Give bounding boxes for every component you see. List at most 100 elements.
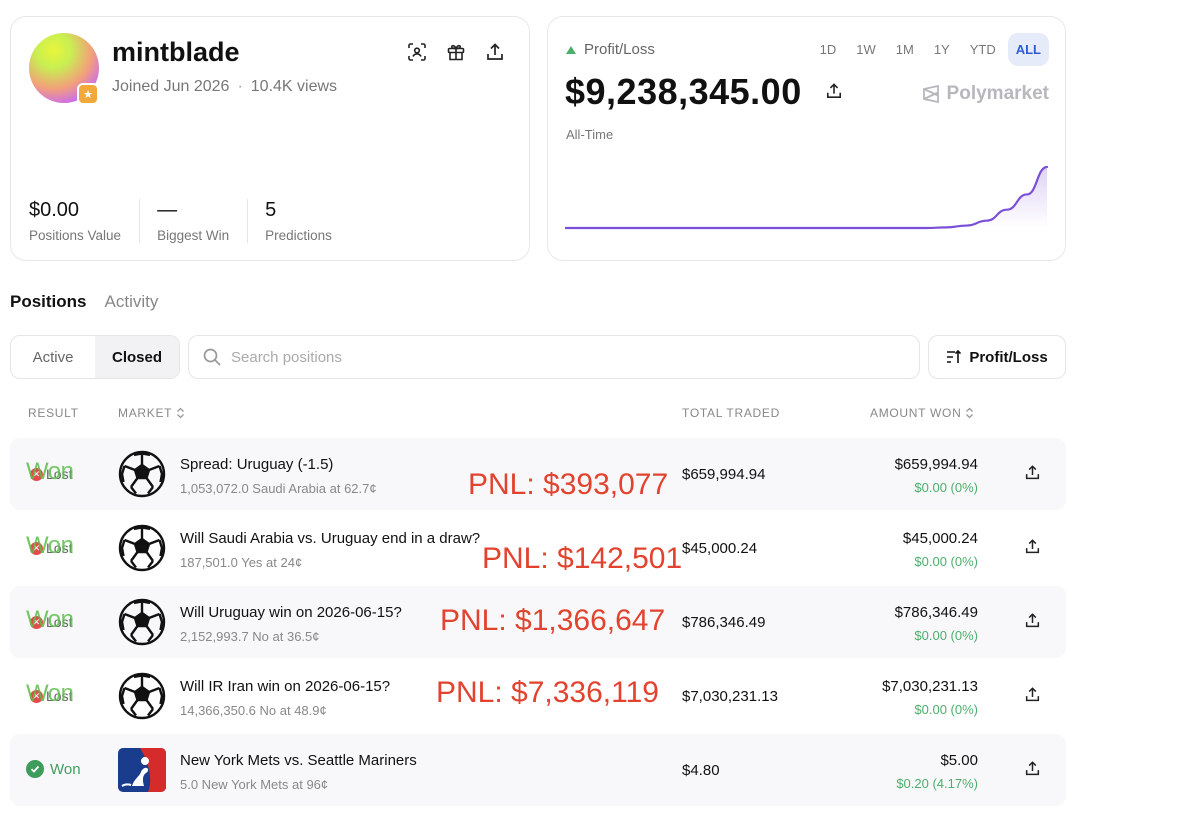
result-cell: ✕ Lost Won — [26, 458, 106, 488]
segment-closed[interactable]: Closed — [95, 336, 179, 378]
share-position-icon[interactable] — [1025, 539, 1040, 559]
amount-won: $786,346.49 — [894, 604, 978, 621]
range-all[interactable]: ALL — [1007, 33, 1049, 66]
table-row[interactable]: ✕ Lost Won Spread: Uruguay (-1.5) 1,053,0… — [10, 438, 1066, 510]
pnl-annotation: PNL: $7,336,119 — [436, 676, 659, 709]
pnl-title: Profit/Loss — [566, 41, 655, 58]
header-amount-won[interactable]: AMOUNT WON — [870, 406, 974, 420]
share-icon[interactable] — [484, 41, 506, 63]
table-row[interactable]: ✕ Lost Won Will Saudi Arabia vs. Uruguay … — [10, 512, 1066, 584]
pnl-title-label: Profit/Loss — [584, 41, 655, 58]
segment-active[interactable]: Active — [32, 348, 74, 366]
market-title[interactable]: New York Mets vs. Seattle Mariners — [180, 752, 417, 769]
range-1w[interactable]: 1W — [856, 42, 876, 57]
amount-won: $659,994.94 — [894, 456, 978, 473]
result-won-overlay: Won — [26, 532, 74, 559]
range-ytd[interactable]: YTD — [969, 42, 996, 57]
scan-icon[interactable] — [406, 41, 428, 63]
market-title[interactable]: Will Saudi Arabia vs. Uruguay end in a d… — [180, 530, 481, 547]
range-label: All-Time — [566, 127, 614, 142]
total-traded: $659,994.94 — [682, 466, 766, 483]
search-box — [188, 335, 920, 379]
amount-won: $45,000.24 — [902, 530, 978, 547]
result-cell: ✕ Lost Won — [26, 680, 106, 710]
range-1y[interactable]: 1Y — [933, 42, 950, 57]
stat-predictions: 5 Predictions — [265, 199, 350, 243]
total-traded: $4.80 — [682, 762, 720, 779]
sort-label: Profit/Loss — [969, 348, 1048, 366]
status-segmented-control: Active Closed — [10, 335, 180, 379]
result-won-overlay: Won — [26, 606, 74, 633]
sort-arrows-icon — [177, 407, 185, 419]
amount-won-change: $0.00 (0%) — [914, 554, 978, 569]
search-icon — [203, 348, 221, 366]
joined-date: Joined Jun 2026 — [112, 78, 230, 95]
market-position: 5.0 New York Mets at 96¢ — [180, 777, 329, 792]
table-row[interactable]: Won New York Mets vs. Seattle Mariners 5… — [10, 734, 1066, 806]
stat-label: Predictions — [265, 228, 332, 243]
share-pnl-icon[interactable] — [826, 83, 842, 104]
range-1m[interactable]: 1M — [895, 42, 914, 57]
gift-icon[interactable] — [445, 41, 467, 63]
profile-card: ★ mintblade Joined Jun 2026 · 10.4K view… — [10, 16, 530, 261]
result-cell: ✕ Lost Won — [26, 606, 106, 636]
verified-badge-icon: ★ — [77, 83, 99, 105]
tab-positions[interactable]: Positions — [10, 292, 87, 311]
username: mintblade — [112, 37, 240, 67]
view-count: 10.4K views — [250, 78, 338, 95]
stat-value: 5 — [265, 199, 277, 221]
result-lost: ✕ Lost — [30, 614, 72, 630]
header-market[interactable]: MARKET — [118, 406, 185, 420]
soccer-ball-icon — [118, 672, 166, 720]
table-row[interactable]: ✕ Lost Won Will Uruguay win on 2026-06-15… — [10, 586, 1066, 658]
trend-up-icon — [566, 45, 576, 54]
stat-biggest-win: — Biggest Win — [157, 199, 249, 243]
sort-profit-loss-button[interactable]: Profit/Loss — [928, 335, 1066, 379]
stat-positions-value: $0.00 Positions Value — [29, 199, 141, 243]
result-won-overlay: Won — [26, 680, 74, 707]
stat-value: — — [157, 199, 178, 221]
stat-value: $0.00 — [29, 199, 80, 221]
amount-won-change: $0.00 (0%) — [914, 628, 978, 643]
stat-label: Biggest Win — [157, 228, 230, 243]
table-row[interactable]: ✕ Lost Won Will IR Iran win on 2026-06-15… — [10, 660, 1066, 732]
amount-won: $7,030,231.13 — [882, 678, 978, 695]
positions-tabs: Positions Activity — [10, 292, 158, 312]
result-cell: Won — [26, 760, 81, 778]
amount-won: $5.00 — [940, 752, 978, 769]
total-traded: $7,030,231.13 — [682, 688, 778, 705]
result-won-overlay: Won — [26, 458, 74, 485]
profit-loss-card: Profit/Loss 1D 1W 1M 1Y YTD ALL $9,238,3… — [547, 16, 1066, 261]
market-position: 187,501.0 Yes at 24¢ — [180, 555, 303, 570]
header-result: RESULT — [28, 406, 79, 420]
profile-stats: $0.00 Positions Value — Biggest Win 5 Pr… — [29, 199, 367, 243]
range-1d[interactable]: 1D — [819, 42, 837, 57]
polymarket-logo: Polymarket — [921, 83, 1049, 105]
search-input[interactable] — [231, 348, 871, 366]
soccer-ball-icon — [118, 598, 166, 646]
pnl-sparkline-chart — [565, 165, 1049, 230]
sort-arrows-icon — [966, 407, 974, 419]
pnl-line — [565, 165, 1049, 230]
lost-x-icon: ✕ — [30, 467, 43, 481]
market-title[interactable]: Spread: Uruguay (-1.5) — [180, 456, 334, 473]
market-title[interactable]: Will Uruguay win on 2026-06-15? — [180, 604, 402, 621]
share-position-icon[interactable] — [1025, 613, 1040, 633]
result-lost: ✕ Lost — [30, 688, 72, 704]
mlb-logo-icon — [118, 746, 166, 794]
market-title[interactable]: Will IR Iran win on 2026-06-15? — [180, 678, 391, 695]
market-position: 1,053,072.0 Saudi Arabia at 62.7¢ — [180, 481, 377, 496]
pnl-annotation: PNL: $393,077 — [468, 468, 669, 501]
share-position-icon[interactable] — [1025, 687, 1040, 707]
lost-x-icon: ✕ — [30, 541, 43, 555]
share-position-icon[interactable] — [1025, 465, 1040, 485]
tab-activity[interactable]: Activity — [104, 292, 159, 311]
lost-x-icon: ✕ — [30, 615, 43, 629]
share-position-icon[interactable] — [1025, 761, 1040, 781]
amount-won-change: $0.00 (0%) — [914, 702, 978, 717]
pnl-area — [565, 167, 1047, 228]
profile-meta: Joined Jun 2026 · 10.4K views — [112, 78, 337, 96]
amount-won-change: $0.00 (0%) — [914, 480, 978, 495]
market-position: 2,152,993.7 No at 36.5¢ — [180, 629, 320, 644]
total-traded: $45,000.24 — [682, 540, 758, 557]
